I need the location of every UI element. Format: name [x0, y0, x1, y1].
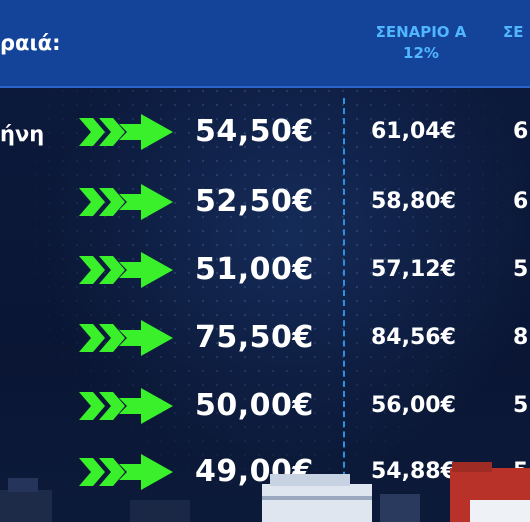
- scenario-b-price: 6: [513, 189, 529, 214]
- scenario-b-price: 6: [513, 119, 529, 144]
- table-row: 51,00€ 57,12€ 5: [0, 248, 530, 298]
- scenario-b-title: ΣΕ: [503, 23, 524, 41]
- row-label: ήνη: [0, 122, 45, 146]
- scenario-a-title: ΣΕΝΑΡΙΟ Α: [375, 23, 467, 41]
- scenario-a-price: 58,80€: [371, 189, 456, 214]
- scenario-b-price: 5: [513, 393, 529, 418]
- current-price: 50,00€: [195, 388, 314, 423]
- scenario-a-price: 84,56€: [371, 325, 456, 350]
- current-price: 54,50€: [195, 114, 314, 149]
- double-chevron-arrow-icon: [79, 388, 173, 424]
- double-chevron-arrow-icon: [79, 320, 173, 356]
- double-chevron-arrow-icon: [79, 454, 173, 490]
- scenario-a-price: 54,88€: [371, 459, 456, 484]
- double-chevron-arrow-icon: [79, 252, 173, 288]
- scenario-a-price: 61,04€: [371, 119, 456, 144]
- table-row: 75,50€ 84,56€ 8: [0, 316, 530, 366]
- column-divider: [343, 98, 345, 498]
- double-chevron-arrow-icon: [79, 114, 173, 150]
- double-chevron-arrow-icon: [79, 184, 173, 220]
- current-price: 51,00€: [195, 252, 314, 287]
- scenario-a-price: 56,00€: [371, 393, 456, 418]
- table-row: ήνη 54,50€ 61,04€ 6: [0, 110, 530, 160]
- current-price: 75,50€: [195, 320, 314, 355]
- scenario-b-price: 5: [513, 257, 529, 282]
- table-header: ραιά: ΣΕΝΑΡΙΟ Α 12% ΣΕ: [0, 0, 530, 88]
- scenario-a-percent: 12%: [403, 44, 439, 62]
- scenario-a-price: 57,12€: [371, 257, 456, 282]
- table-row: 50,00€ 56,00€ 5: [0, 384, 530, 434]
- scenario-b-price: 8: [513, 325, 529, 350]
- scenario-b-header: ΣΕ: [503, 22, 530, 43]
- header-label: ραιά:: [0, 31, 61, 55]
- port-ships-illustration: [0, 462, 530, 522]
- current-price: 52,50€: [195, 184, 314, 219]
- table-row: 52,50€ 58,80€ 6: [0, 180, 530, 230]
- scenario-a-header: ΣΕΝΑΡΙΟ Α 12%: [362, 22, 480, 64]
